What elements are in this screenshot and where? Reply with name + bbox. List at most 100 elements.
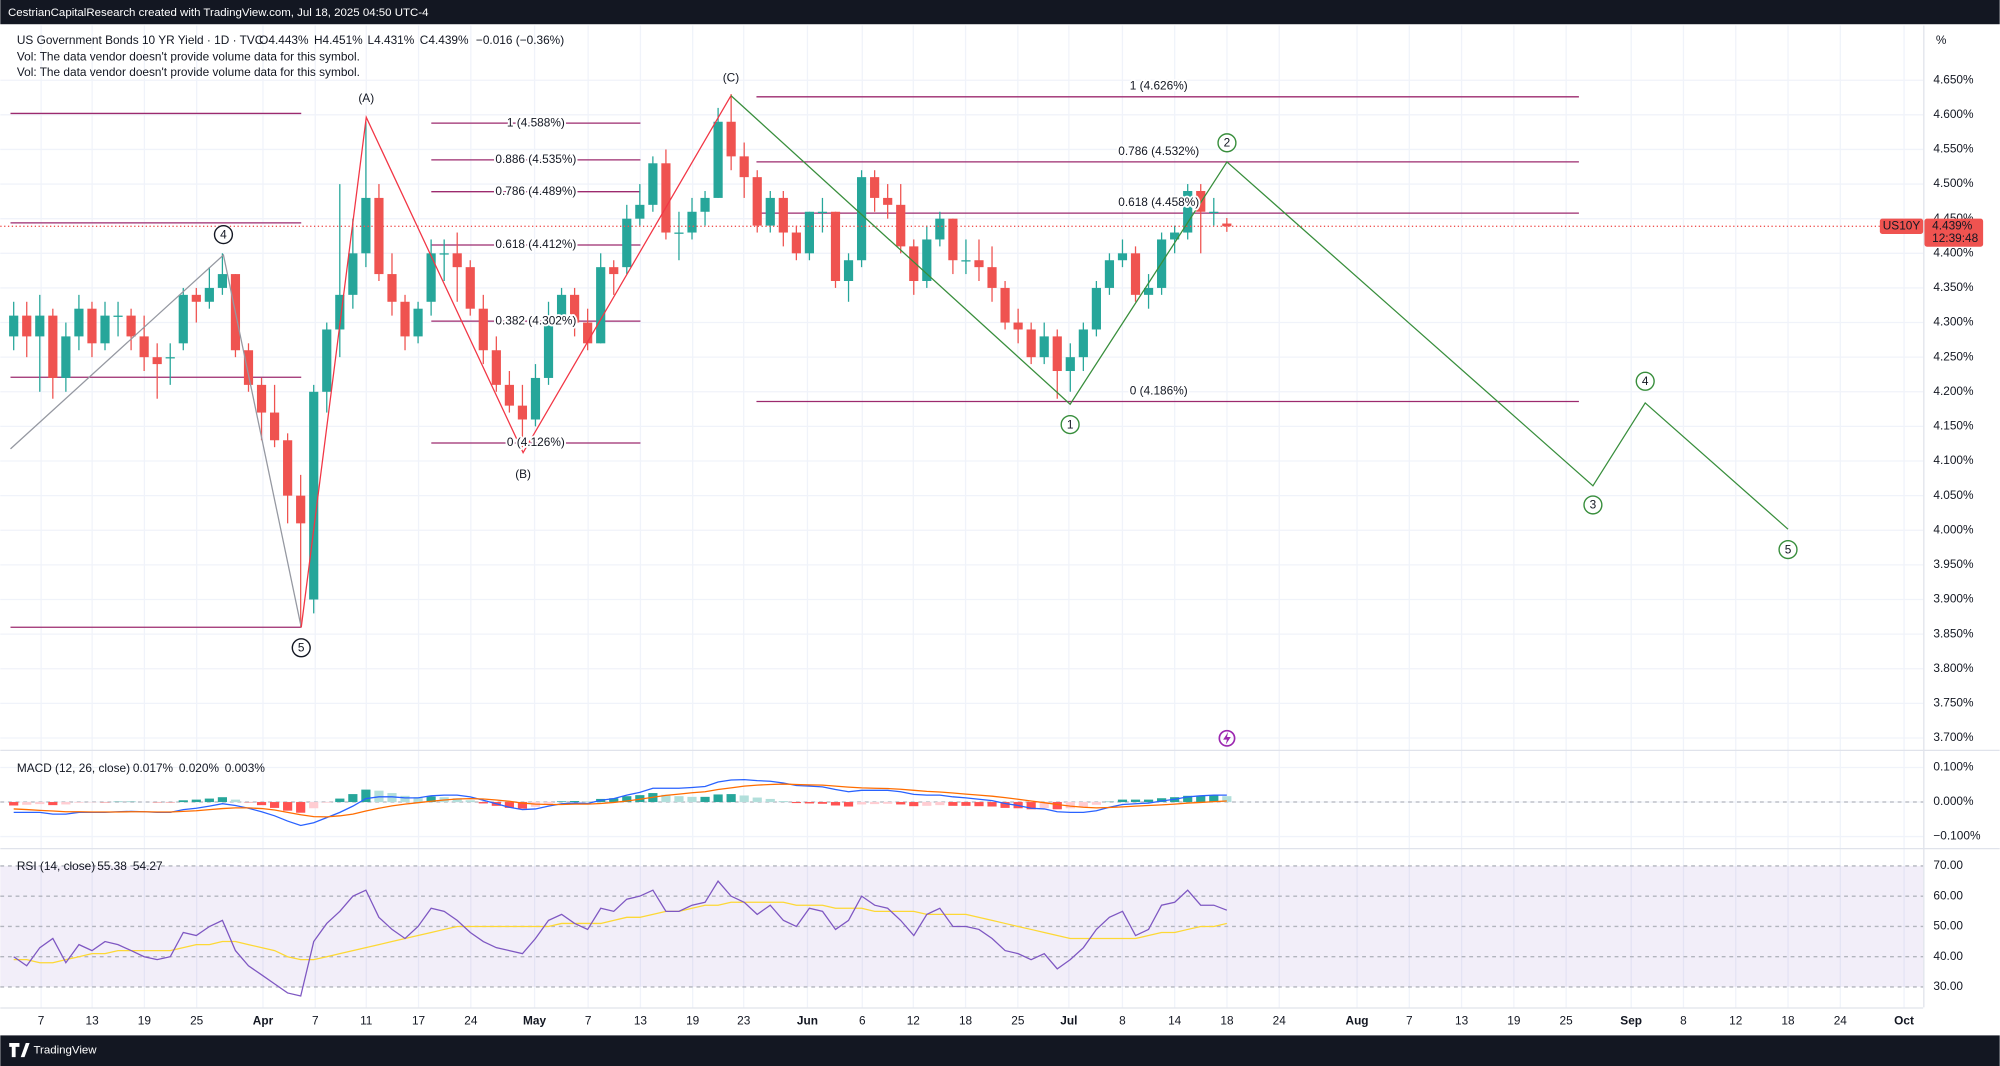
histogram-bar xyxy=(1078,802,1088,808)
histogram-bar xyxy=(661,794,671,803)
histogram-bar xyxy=(1143,799,1154,803)
y-tick-label: 4.100% xyxy=(1933,453,1974,467)
y-tick-label: 50.00 xyxy=(1933,919,1963,933)
candle-body xyxy=(504,384,514,406)
candle-body xyxy=(413,308,423,337)
candle-body xyxy=(1183,190,1193,233)
y-tick-label: 4.550% xyxy=(1933,142,1974,156)
ohlc-low: L4.431% xyxy=(368,33,415,47)
candle-body xyxy=(100,315,110,344)
candle-body xyxy=(217,274,227,288)
legend-value: 0.017% xyxy=(133,761,174,775)
wave-label: 4 xyxy=(1642,374,1649,388)
candle-body xyxy=(817,211,828,214)
candle-body xyxy=(752,177,762,226)
candle-body xyxy=(987,267,997,288)
histogram-bar xyxy=(752,797,762,803)
candle-body xyxy=(909,246,919,282)
histogram-bar xyxy=(635,795,645,803)
x-tick-label: 19 xyxy=(138,1013,152,1027)
fib-label: 0.382 (4.302%) xyxy=(495,313,576,327)
x-tick-label: 11 xyxy=(360,1013,373,1027)
candle-body xyxy=(622,218,632,268)
candle-body xyxy=(296,495,306,524)
histogram-bar xyxy=(896,802,906,805)
fib-label: 1 (4.626%) xyxy=(1130,79,1188,93)
x-tick-label: 25 xyxy=(1011,1013,1025,1027)
y-tick-label: 4.650% xyxy=(1933,72,1974,86)
histogram-bar xyxy=(178,800,188,803)
wave-label: (A) xyxy=(358,91,374,105)
candle-body xyxy=(374,197,384,275)
grid: 7 13 19 25 Apr 7 11 17 24 May 7 13 19 23 Jun 6 12 18 25 Jul… xyxy=(0,25,1981,1027)
histogram-bar xyxy=(1209,795,1219,803)
header-bar xyxy=(0,0,2000,25)
wave-circle xyxy=(1778,539,1798,560)
x-tick-label: 7 xyxy=(1406,1013,1413,1027)
y-tick-label: 4.050% xyxy=(1933,488,1974,502)
candle-body xyxy=(1052,336,1062,372)
candle-body xyxy=(1222,223,1232,227)
y-tick-label: 4.500% xyxy=(1933,176,1974,190)
candle-body xyxy=(974,260,984,268)
x-tick-label: Sep xyxy=(1620,1013,1642,1027)
histogram-bar xyxy=(1130,799,1141,803)
histogram-bar xyxy=(309,802,319,809)
candle-body xyxy=(9,315,19,337)
event-icon-glyph xyxy=(1223,731,1231,745)
volume-note: Vol: The data vendor doesn't provide vol… xyxy=(17,65,360,79)
histogram-bar xyxy=(387,793,397,803)
candle-body xyxy=(361,197,371,254)
histogram-bar xyxy=(1196,795,1206,803)
fib-label: 0 (4.186%) xyxy=(1130,383,1188,397)
overlay: 1 (4.588%) 0.886 (4.535%) 0.786 (4.489%) 0.… xyxy=(17,71,1984,873)
histogram-bar xyxy=(570,801,580,803)
histogram-bar xyxy=(791,802,801,804)
wave-circle xyxy=(291,638,311,658)
legend-value: 54.27 xyxy=(133,859,163,873)
wave-line xyxy=(300,95,732,628)
candle-body xyxy=(609,267,619,275)
candle-body xyxy=(87,308,97,344)
x-tick-label: 25 xyxy=(1560,1013,1574,1027)
candle-body xyxy=(269,412,280,441)
candle-body xyxy=(452,253,462,268)
x-tick-label: 7 xyxy=(585,1013,592,1027)
event-icon[interactable] xyxy=(1218,729,1236,747)
x-tick-label: Oct xyxy=(1894,1013,1914,1027)
histogram-bar xyxy=(1000,802,1010,808)
candle-body xyxy=(283,440,293,496)
candle-body xyxy=(713,121,723,198)
y-tick-label: 4.000% xyxy=(1933,522,1974,536)
candle-body xyxy=(335,294,345,330)
candle-body xyxy=(1130,253,1141,295)
candle-body xyxy=(113,315,123,317)
histogram-bar xyxy=(804,802,814,804)
candle-body xyxy=(948,218,958,261)
candle-body xyxy=(178,294,188,344)
histogram-bar xyxy=(883,802,893,804)
legend-value: 0.003% xyxy=(225,761,266,775)
candle-body xyxy=(74,308,84,337)
x-tick-label: 12 xyxy=(1729,1013,1742,1027)
x-tick-label: 17 xyxy=(412,1013,425,1027)
histogram-bar xyxy=(1222,796,1232,803)
candle-body xyxy=(309,391,319,600)
candle-body xyxy=(1078,329,1088,358)
candle-body xyxy=(48,315,58,378)
histogram-bar xyxy=(1117,799,1128,803)
histogram-bar xyxy=(361,789,371,803)
candle-body xyxy=(674,232,684,234)
histogram-bar xyxy=(856,802,867,805)
footer-brand[interactable]: TradingView xyxy=(33,1045,97,1057)
histogram-bar xyxy=(1157,798,1167,803)
candle-body xyxy=(1170,232,1180,240)
wave-label: 5 xyxy=(298,641,305,655)
candle-body xyxy=(530,377,541,420)
candle-body xyxy=(883,197,893,205)
symbol-title[interactable]: US Government Bonds 10 YR Yield · 1D · T… xyxy=(17,33,264,47)
y-tick-label: 4.400% xyxy=(1933,245,1974,259)
ohlc-close: C4.439% xyxy=(420,33,469,47)
